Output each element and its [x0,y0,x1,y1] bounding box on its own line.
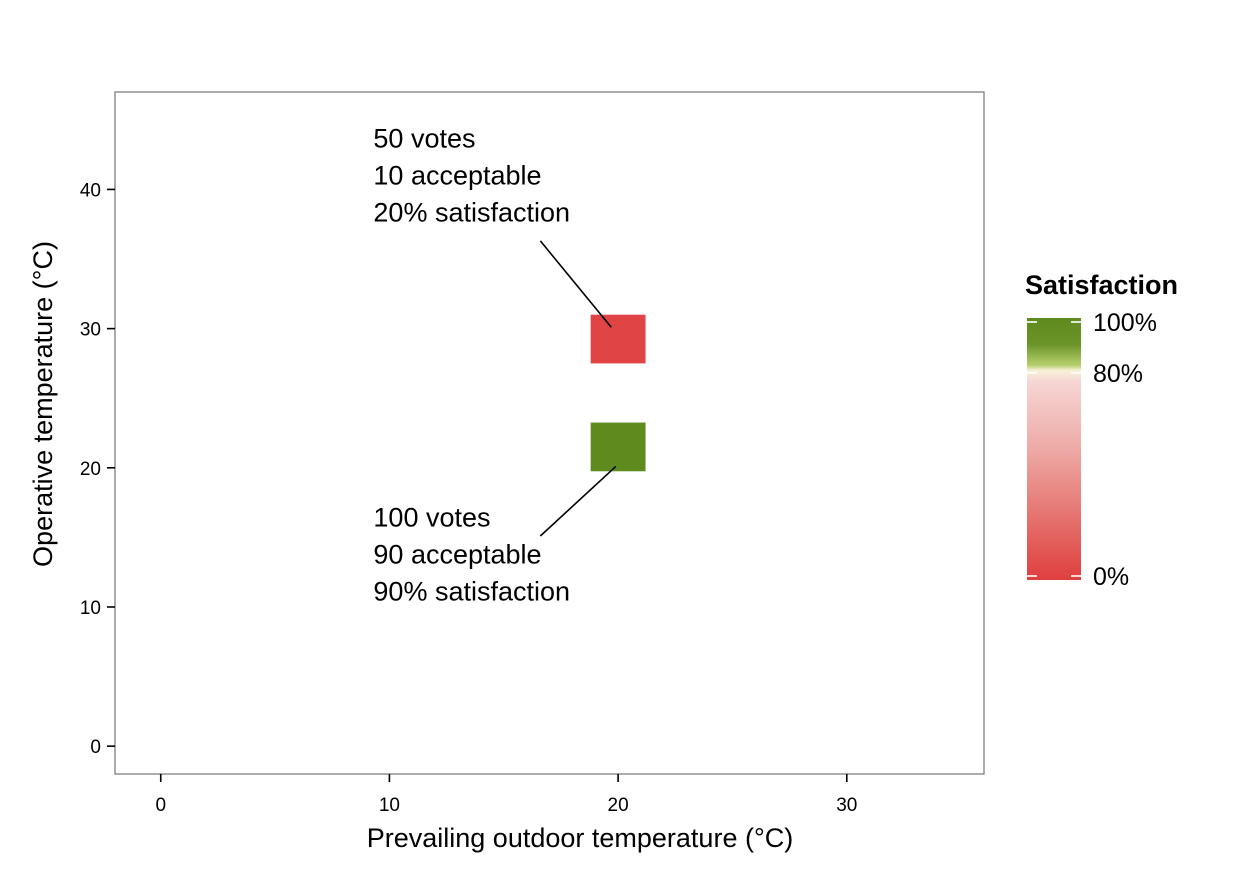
legend-colorbar [1027,318,1081,580]
plot-panel [114,91,985,775]
y-axis-title: Operative temperature (°C) [28,241,58,567]
annotation-0-line-1: 10 acceptable [373,161,541,191]
x-tick-label-3: 30 [836,795,857,816]
annotation-0-line-0: 50 votes [373,124,475,154]
annotation-1-pointer [539,465,617,537]
annotation-1-line-2: 90% satisfaction [373,576,570,606]
y-tick-label-2: 20 [80,459,101,480]
x-tick-label-2: 20 [608,795,629,816]
legend-label-1: 80% [1093,360,1143,388]
annotation-0-line-2: 20% satisfaction [373,198,570,228]
annotation-1-line-1: 90 acceptable [373,539,541,569]
x-tick-label-1: 10 [379,795,400,816]
x-axis: 0 10 20 30 [155,774,857,816]
annotation-0-pointer [539,240,612,328]
tile-1 [590,422,646,472]
y-axis: 0 10 20 30 40 [80,180,115,758]
legend: Satisfaction 100% 80% 0% [1025,270,1178,591]
x-tick-label-0: 0 [155,795,166,816]
legend-title: Satisfaction [1025,270,1178,300]
x-axis-title: Prevailing outdoor temperature (°C) [367,823,794,853]
y-tick-label-4: 40 [80,180,101,201]
annotations: 50 votes 10 acceptable 20% satisfaction 100… [373,124,617,606]
annotation-1-line-0: 100 votes [373,502,490,532]
legend-label-0: 100% [1093,309,1157,337]
tile-0 [590,314,646,364]
tiles [590,314,646,472]
legend-ticks: 100% 80% 0% [1027,309,1157,591]
y-tick-label-3: 30 [80,320,101,341]
y-tick-label-0: 0 [90,737,101,758]
y-tick-label-1: 10 [80,598,101,619]
legend-label-2: 0% [1093,563,1129,591]
